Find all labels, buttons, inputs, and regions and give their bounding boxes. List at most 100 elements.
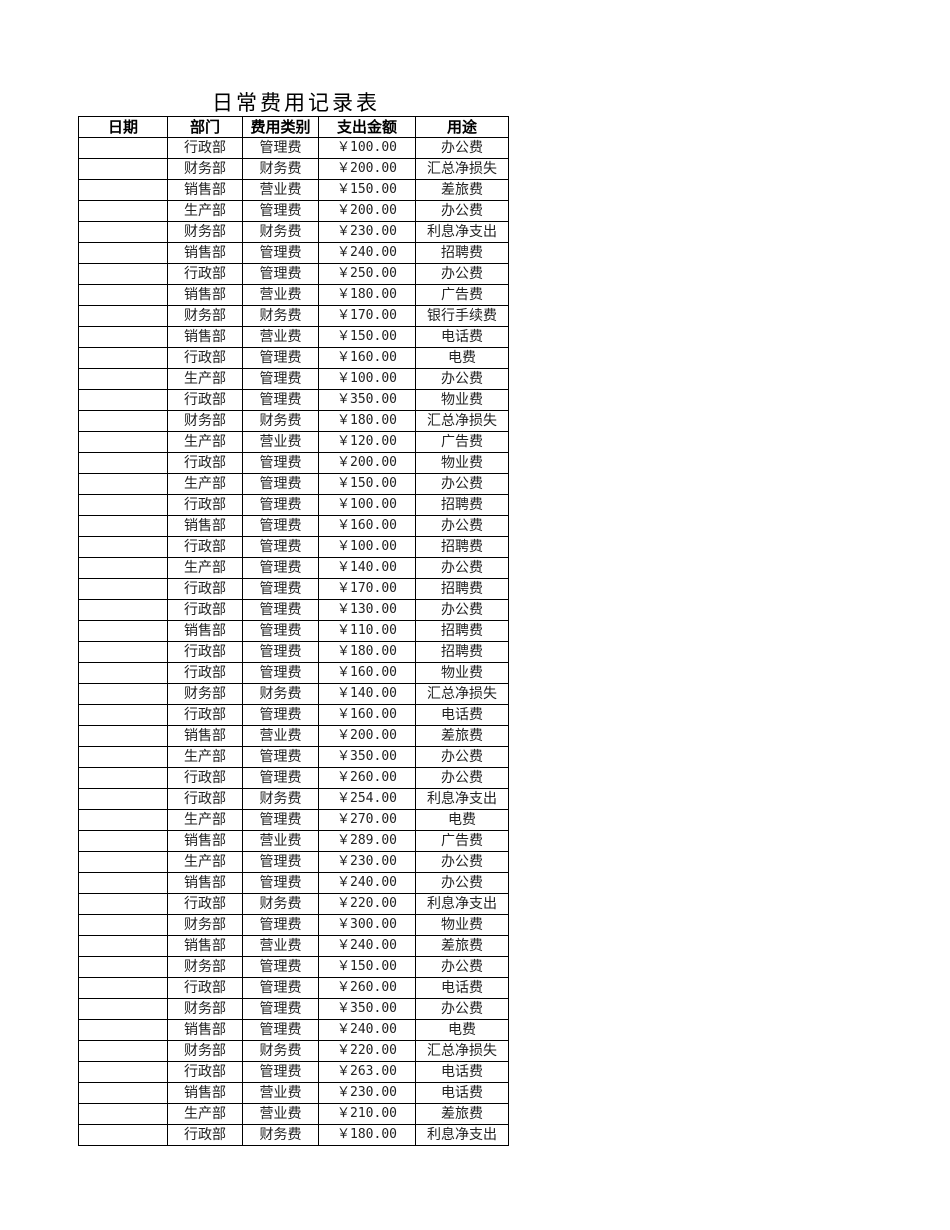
category-cell[interactable]: 管理费 bbox=[242, 998, 319, 1020]
department-cell[interactable]: 生产部 bbox=[167, 746, 243, 768]
purpose-cell[interactable]: 广告费 bbox=[415, 830, 509, 852]
amount-cell[interactable]: ￥150.00 bbox=[318, 179, 416, 201]
amount-cell[interactable]: ￥263.00 bbox=[318, 1061, 416, 1083]
amount-cell[interactable]: ￥240.00 bbox=[318, 242, 416, 264]
category-cell[interactable]: 营业费 bbox=[242, 1082, 319, 1104]
purpose-cell[interactable]: 办公费 bbox=[415, 998, 509, 1020]
purpose-cell[interactable]: 利息净支出 bbox=[415, 788, 509, 810]
department-cell[interactable]: 销售部 bbox=[167, 620, 243, 642]
category-cell[interactable]: 管理费 bbox=[242, 137, 319, 159]
department-cell[interactable]: 行政部 bbox=[167, 767, 243, 789]
category-cell[interactable]: 管理费 bbox=[242, 242, 319, 264]
purpose-cell[interactable]: 招聘费 bbox=[415, 620, 509, 642]
category-cell[interactable]: 管理费 bbox=[242, 809, 319, 831]
department-cell[interactable]: 行政部 bbox=[167, 641, 243, 663]
date-cell[interactable] bbox=[78, 830, 168, 852]
amount-cell[interactable]: ￥120.00 bbox=[318, 431, 416, 453]
category-cell[interactable]: 财务费 bbox=[242, 683, 319, 705]
department-cell[interactable]: 行政部 bbox=[167, 536, 243, 558]
category-cell[interactable]: 管理费 bbox=[242, 368, 319, 390]
department-cell[interactable]: 生产部 bbox=[167, 851, 243, 873]
category-cell[interactable]: 管理费 bbox=[242, 389, 319, 411]
category-cell[interactable]: 管理费 bbox=[242, 515, 319, 537]
department-cell[interactable]: 销售部 bbox=[167, 326, 243, 348]
purpose-cell[interactable]: 办公费 bbox=[415, 599, 509, 621]
department-cell[interactable]: 销售部 bbox=[167, 935, 243, 957]
category-cell[interactable]: 管理费 bbox=[242, 977, 319, 999]
department-cell[interactable]: 财务部 bbox=[167, 305, 243, 327]
date-cell[interactable] bbox=[78, 746, 168, 768]
date-cell[interactable] bbox=[78, 473, 168, 495]
purpose-cell[interactable]: 差旅费 bbox=[415, 725, 509, 747]
purpose-cell[interactable]: 办公费 bbox=[415, 137, 509, 159]
category-cell[interactable]: 管理费 bbox=[242, 851, 319, 873]
category-cell[interactable]: 营业费 bbox=[242, 284, 319, 306]
date-cell[interactable] bbox=[78, 284, 168, 306]
purpose-cell[interactable]: 电话费 bbox=[415, 977, 509, 999]
category-cell[interactable]: 管理费 bbox=[242, 263, 319, 285]
date-cell[interactable] bbox=[78, 368, 168, 390]
category-cell[interactable]: 管理费 bbox=[242, 767, 319, 789]
date-cell[interactable] bbox=[78, 725, 168, 747]
purpose-cell[interactable]: 差旅费 bbox=[415, 935, 509, 957]
purpose-cell[interactable]: 办公费 bbox=[415, 557, 509, 579]
amount-cell[interactable]: ￥160.00 bbox=[318, 662, 416, 684]
department-cell[interactable]: 财务部 bbox=[167, 410, 243, 432]
department-cell[interactable]: 销售部 bbox=[167, 1082, 243, 1104]
amount-cell[interactable]: ￥150.00 bbox=[318, 956, 416, 978]
purpose-cell[interactable]: 招聘费 bbox=[415, 242, 509, 264]
category-cell[interactable]: 财务费 bbox=[242, 158, 319, 180]
date-cell[interactable] bbox=[78, 452, 168, 474]
date-cell[interactable] bbox=[78, 431, 168, 453]
department-cell[interactable]: 行政部 bbox=[167, 704, 243, 726]
amount-cell[interactable]: ￥210.00 bbox=[318, 1103, 416, 1125]
date-cell[interactable] bbox=[78, 977, 168, 999]
amount-cell[interactable]: ￥160.00 bbox=[318, 704, 416, 726]
date-cell[interactable] bbox=[78, 1019, 168, 1041]
purpose-cell[interactable]: 汇总净损失 bbox=[415, 683, 509, 705]
purpose-cell[interactable]: 电费 bbox=[415, 347, 509, 369]
amount-cell[interactable]: ￥250.00 bbox=[318, 263, 416, 285]
date-cell[interactable] bbox=[78, 788, 168, 810]
purpose-cell[interactable]: 汇总净损失 bbox=[415, 1040, 509, 1062]
date-cell[interactable] bbox=[78, 683, 168, 705]
purpose-cell[interactable]: 办公费 bbox=[415, 956, 509, 978]
department-cell[interactable]: 生产部 bbox=[167, 431, 243, 453]
department-cell[interactable]: 财务部 bbox=[167, 683, 243, 705]
amount-cell[interactable]: ￥220.00 bbox=[318, 893, 416, 915]
purpose-cell[interactable]: 电费 bbox=[415, 1019, 509, 1041]
amount-cell[interactable]: ￥230.00 bbox=[318, 1082, 416, 1104]
category-cell[interactable]: 管理费 bbox=[242, 599, 319, 621]
category-cell[interactable]: 管理费 bbox=[242, 1061, 319, 1083]
category-cell[interactable]: 财务费 bbox=[242, 410, 319, 432]
category-cell[interactable]: 管理费 bbox=[242, 347, 319, 369]
purpose-cell[interactable]: 办公费 bbox=[415, 263, 509, 285]
category-cell[interactable]: 管理费 bbox=[242, 557, 319, 579]
department-cell[interactable]: 生产部 bbox=[167, 809, 243, 831]
date-cell[interactable] bbox=[78, 557, 168, 579]
date-cell[interactable] bbox=[78, 515, 168, 537]
purpose-cell[interactable]: 办公费 bbox=[415, 368, 509, 390]
department-cell[interactable]: 财务部 bbox=[167, 998, 243, 1020]
department-cell[interactable]: 行政部 bbox=[167, 452, 243, 474]
department-cell[interactable]: 行政部 bbox=[167, 1061, 243, 1083]
category-cell[interactable]: 管理费 bbox=[242, 1019, 319, 1041]
purpose-cell[interactable]: 办公费 bbox=[415, 200, 509, 222]
purpose-cell[interactable]: 差旅费 bbox=[415, 179, 509, 201]
amount-cell[interactable]: ￥180.00 bbox=[318, 410, 416, 432]
department-cell[interactable]: 财务部 bbox=[167, 914, 243, 936]
category-cell[interactable]: 管理费 bbox=[242, 704, 319, 726]
amount-cell[interactable]: ￥200.00 bbox=[318, 452, 416, 474]
purpose-cell[interactable]: 汇总净损失 bbox=[415, 158, 509, 180]
amount-cell[interactable]: ￥150.00 bbox=[318, 326, 416, 348]
date-cell[interactable] bbox=[78, 242, 168, 264]
purpose-cell[interactable]: 利息净支出 bbox=[415, 1124, 509, 1146]
date-cell[interactable] bbox=[78, 641, 168, 663]
amount-cell[interactable]: ￥100.00 bbox=[318, 137, 416, 159]
date-cell[interactable] bbox=[78, 872, 168, 894]
date-cell[interactable] bbox=[78, 263, 168, 285]
date-cell[interactable] bbox=[78, 389, 168, 411]
purpose-cell[interactable]: 广告费 bbox=[415, 431, 509, 453]
department-cell[interactable]: 销售部 bbox=[167, 872, 243, 894]
date-cell[interactable] bbox=[78, 956, 168, 978]
